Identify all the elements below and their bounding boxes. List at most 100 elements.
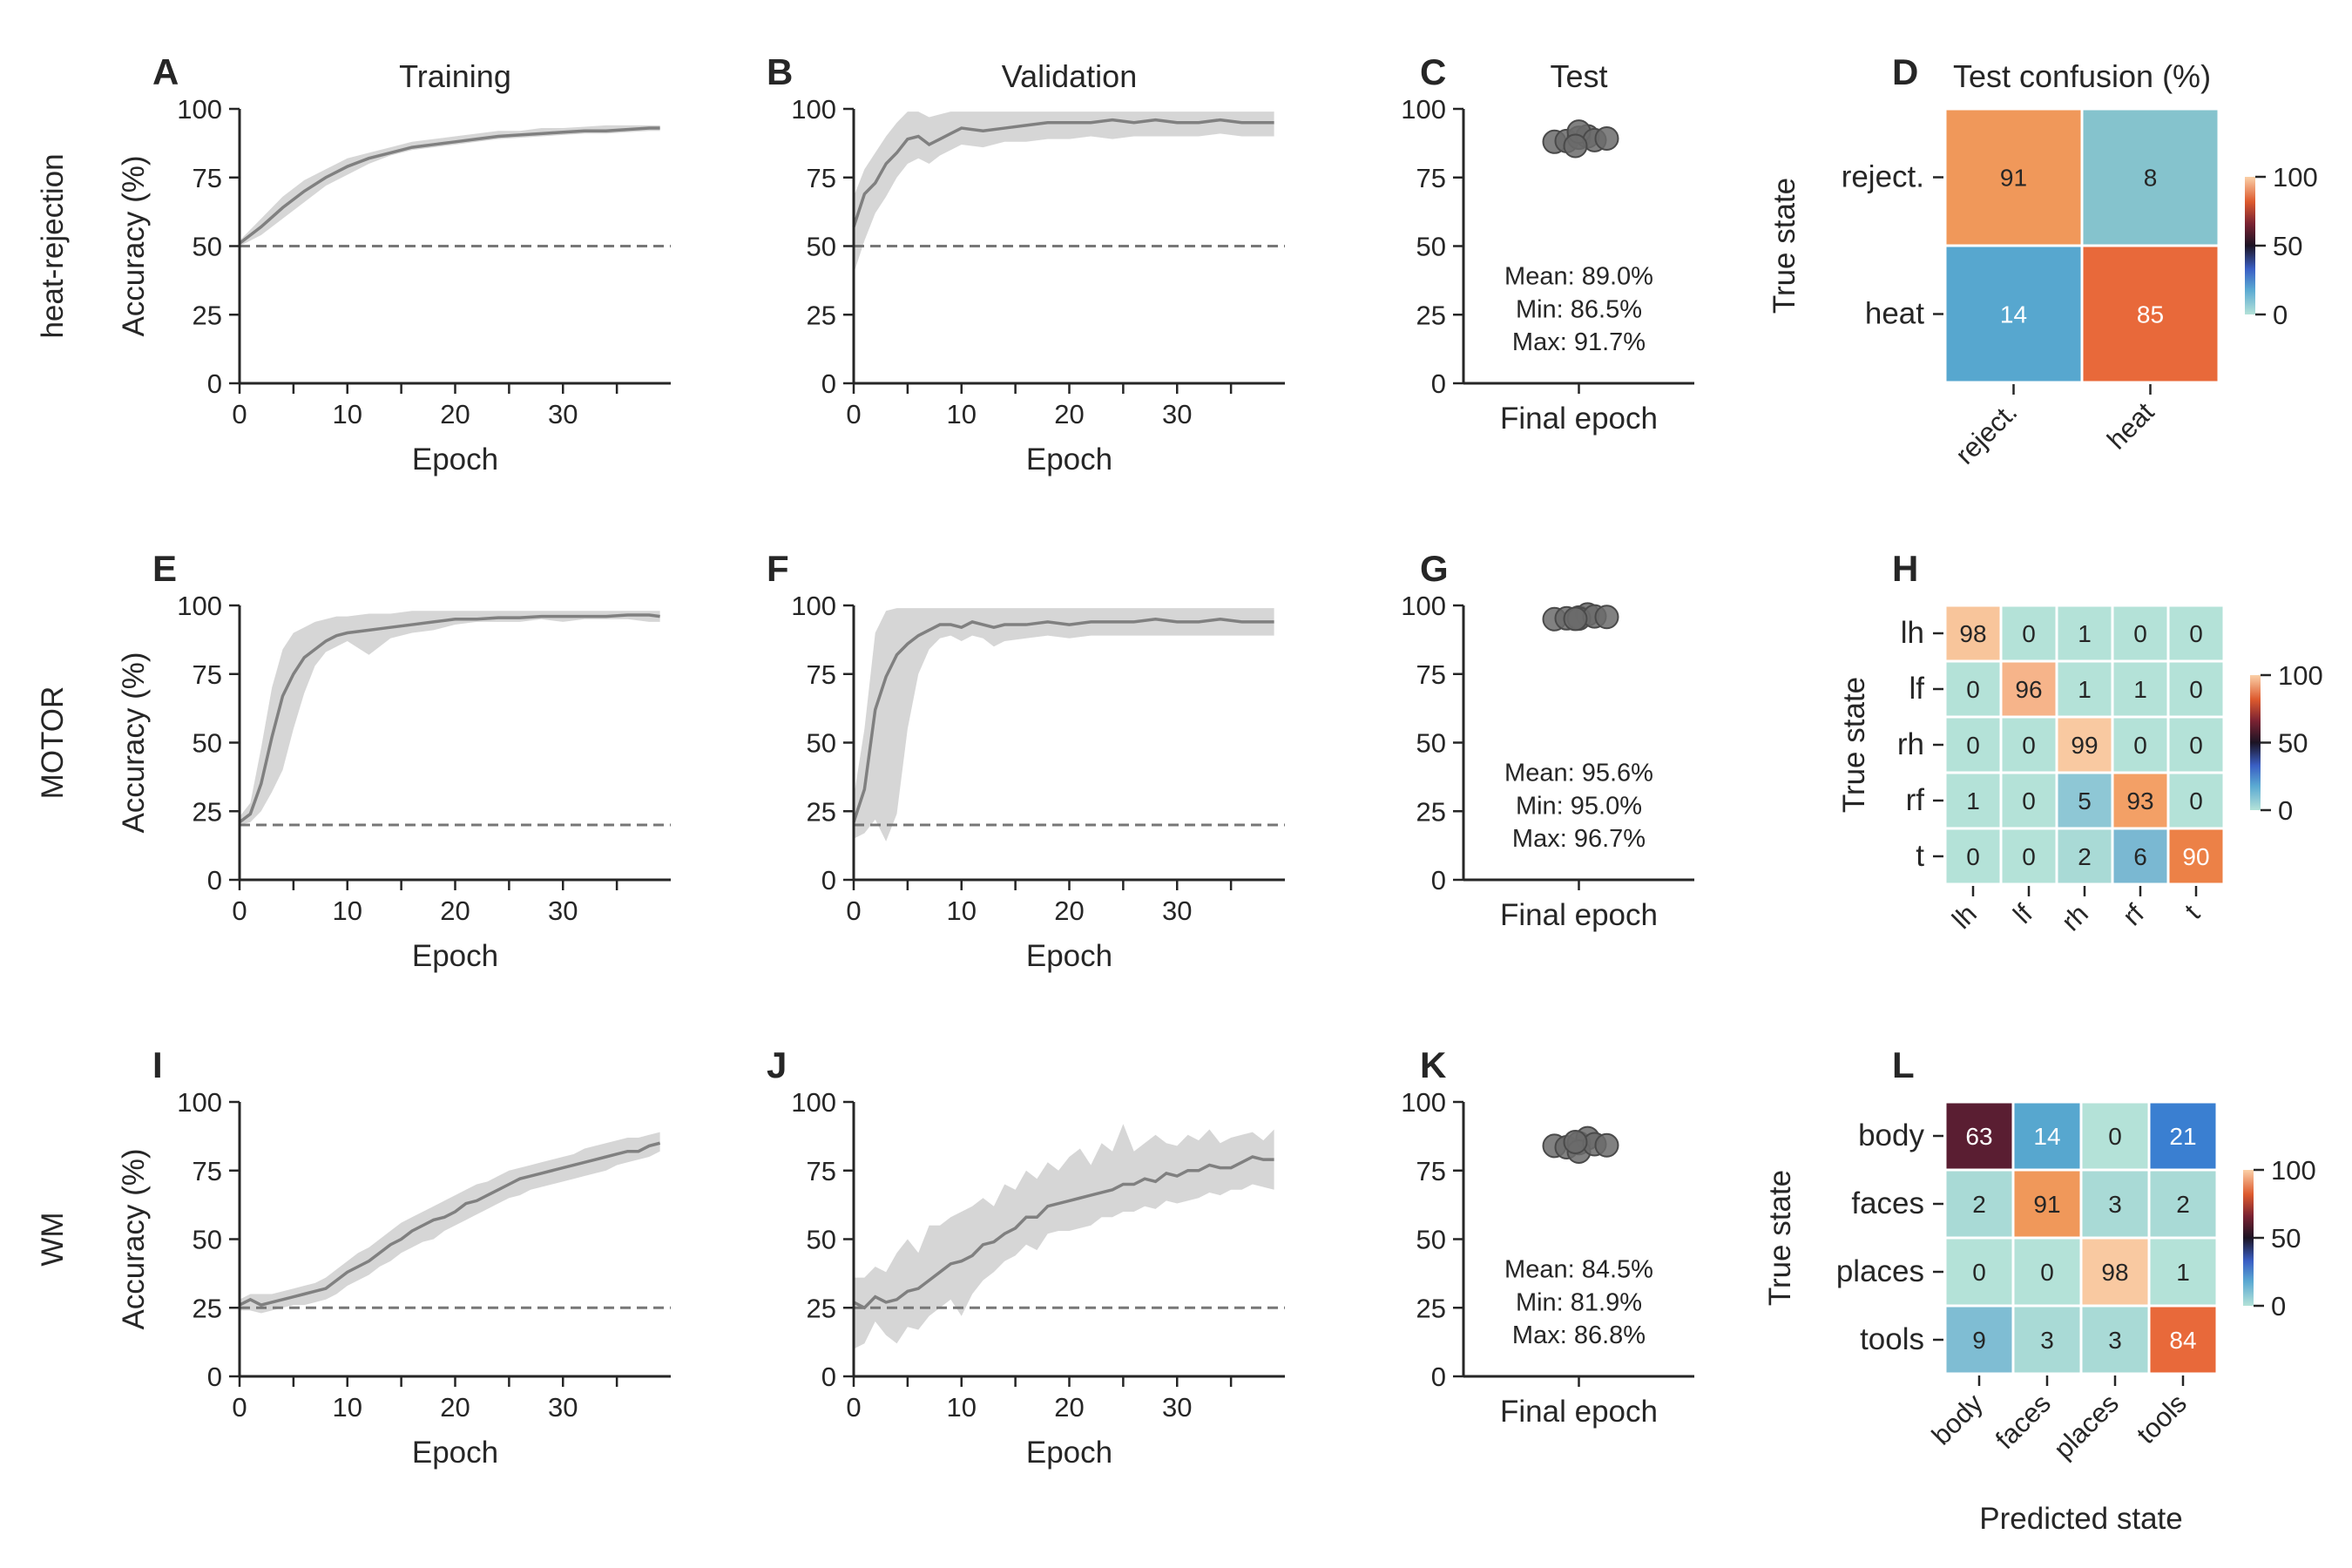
confusion-cell: [2166, 659, 2226, 719]
confusion-value: 0: [2108, 1123, 2122, 1150]
colorbar-tick-label: 100: [2273, 162, 2318, 193]
y-axis-label: True state: [1767, 178, 1801, 314]
y-tick-label: 75: [193, 659, 222, 690]
variance-band: [854, 608, 1274, 841]
x-tick-label: 20: [440, 896, 470, 926]
confusion-cell: [2055, 771, 2114, 830]
confusion-cell: [2055, 604, 2114, 663]
test-accuracy-point: [1563, 1129, 1588, 1154]
x-tick-label: 30: [1162, 399, 1192, 429]
panel-B: 0 25 50 75 100 0 10 20 30 Epoch Validation B: [767, 51, 1285, 476]
colorbar: [2250, 675, 2261, 810]
test-accuracy-point: [1594, 1132, 1619, 1158]
y-tick-label: 75: [1416, 1156, 1446, 1186]
confusion-value: 96: [2015, 676, 2042, 703]
col-label: lf: [2007, 898, 2038, 929]
y-tick-label: 0: [1431, 1362, 1446, 1392]
panel-E: 0 25 50 75 100 0 10 20 30 Epoch E Accuracy (%): [117, 548, 671, 973]
confusion-value: 63: [1965, 1123, 1992, 1150]
mean-stat: Mean: 95.6%: [1504, 760, 1653, 787]
confusion-cell: [2011, 1304, 2083, 1375]
variance-band: [854, 112, 1274, 274]
x-axis-label: Final epoch: [1500, 1395, 1658, 1429]
confusion-value: 3: [2108, 1191, 2122, 1218]
confusion-value: 91: [2033, 1191, 2060, 1218]
confusion-value: 14: [2033, 1123, 2060, 1150]
colorbar-tick-label: 100: [2278, 660, 2323, 691]
y-tick-label: 100: [177, 1087, 222, 1118]
panel-F: 0 25 50 75 100 0 10 20 30 Epoch F: [767, 548, 1285, 973]
confusion-value: 0: [1966, 732, 1980, 759]
colorbar-tick-label: 0: [2273, 300, 2288, 330]
panel-title: Test: [1550, 58, 1607, 94]
y-tick-label: 0: [821, 865, 836, 896]
y-tick-label: 25: [1416, 1293, 1446, 1323]
confusion-value: 0: [2133, 732, 2147, 759]
confusion-cell: [1943, 1168, 2015, 1240]
x-tick-label: 0: [846, 896, 861, 926]
y-tick-label: 100: [791, 1087, 836, 1118]
y-tick-label: 100: [791, 591, 836, 621]
confusion-value: 85: [2137, 301, 2164, 328]
confusion-value: 91: [2000, 165, 2027, 192]
x-tick-label: 30: [548, 896, 578, 926]
confusion-value: 0: [1972, 1259, 1986, 1286]
confusion-value: 93: [2126, 787, 2153, 814]
colorbar-tick-label: 100: [2271, 1155, 2316, 1186]
y-tick-label: 100: [1401, 591, 1446, 621]
panel-letter: G: [1420, 548, 1449, 589]
x-tick-label: 0: [846, 399, 861, 429]
max-stat: Max: 96.7%: [1512, 825, 1646, 853]
confusion-value: 90: [2182, 843, 2209, 870]
x-tick-label: 20: [440, 399, 470, 429]
panel-C: 0 25 50 75 100 Final epoch Mean: 89.0% Min: 86.…: [1401, 51, 1694, 436]
min-stat: Min: 81.9%: [1516, 1288, 1642, 1316]
test-accuracy-point: [1563, 133, 1588, 159]
y-tick-label: 0: [207, 1362, 222, 1392]
y-axis-label: Accuracy (%): [117, 155, 151, 336]
y-tick-label: 25: [807, 796, 836, 827]
confusion-value: 0: [1966, 676, 1980, 703]
x-axis-label: Epoch: [1026, 1436, 1112, 1470]
y-tick-label: 50: [1416, 232, 1446, 262]
x-tick-label: 10: [333, 896, 362, 926]
y-tick-label: 75: [193, 1156, 222, 1186]
row-label: t: [1916, 839, 1924, 873]
colorbar-tick-label: 0: [2278, 795, 2293, 826]
mean-accuracy-line: [853, 1155, 1274, 1310]
confusion-value: 5: [2078, 787, 2092, 814]
y-tick-label: 50: [807, 728, 836, 759]
panel-letter: B: [767, 51, 793, 92]
y-tick-label: 50: [807, 1225, 836, 1255]
y-axis-label: Accuracy (%): [117, 652, 151, 833]
panel-letter: H: [1892, 548, 1918, 589]
test-accuracy-point: [1594, 605, 1619, 630]
col-label: body: [1926, 1388, 1990, 1451]
confusion-value: 21: [2169, 1123, 2196, 1150]
confusion-cell: [2055, 659, 2114, 719]
confusion-value: 98: [2101, 1259, 2128, 1286]
min-stat: Min: 86.5%: [1516, 295, 1642, 323]
panel-letter: A: [152, 51, 179, 92]
mean-accuracy-line: [852, 118, 1274, 227]
y-tick-label: 25: [1416, 300, 1446, 330]
confusion-value: 0: [2022, 787, 2036, 814]
row-label: tools: [1860, 1322, 1924, 1356]
row-label-1: MOTOR: [36, 686, 70, 800]
panel-letter: I: [152, 1044, 163, 1085]
confusion-value: 3: [2040, 1327, 2054, 1354]
row-label: heat: [1865, 297, 1924, 331]
row-label-2: WM: [36, 1212, 70, 1266]
y-tick-label: 50: [193, 232, 222, 262]
x-tick-label: 0: [232, 896, 247, 926]
x-axis-label: Final epoch: [1500, 402, 1658, 436]
panel-letter: J: [767, 1044, 787, 1085]
panel-J: 0 25 50 75 100 0 10 20 30 Epoch J: [767, 1044, 1285, 1470]
variance-band: [240, 125, 660, 247]
panel-title: Test confusion (%): [1953, 58, 2211, 94]
confusion-value: 84: [2169, 1327, 2196, 1354]
confusion-value: 9: [1972, 1327, 1986, 1354]
y-tick-label: 50: [193, 728, 222, 759]
